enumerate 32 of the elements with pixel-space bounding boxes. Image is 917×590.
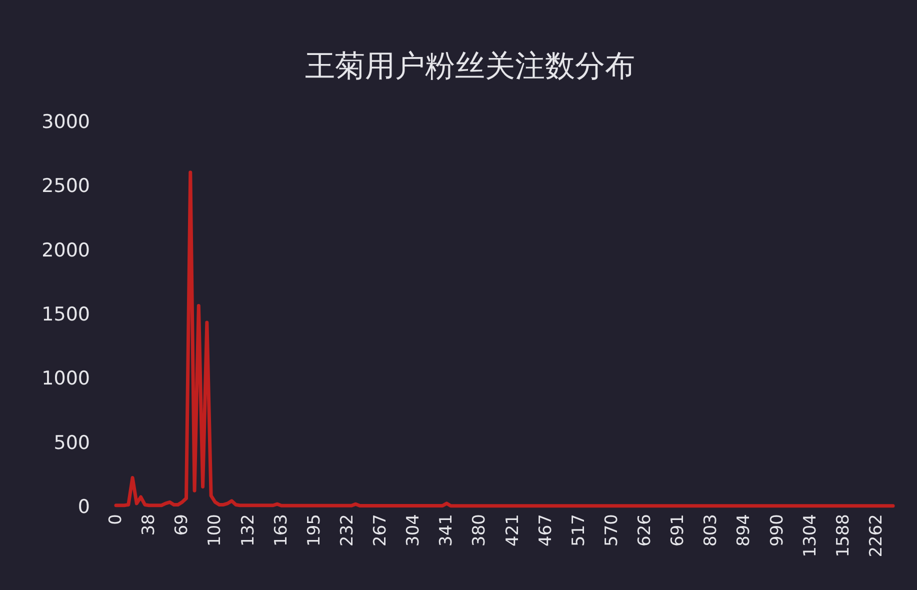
y-tick-label: 2000 xyxy=(42,239,90,262)
y-tick-label: 1500 xyxy=(42,304,90,326)
x-tick-label: 691 xyxy=(668,514,688,546)
x-tick-label: 69 xyxy=(172,514,192,536)
x-tick-label: 626 xyxy=(635,514,656,546)
x-tick-label: 38 xyxy=(139,514,160,536)
x-tick-label: 232 xyxy=(337,514,358,546)
x-tick-label: 803 xyxy=(701,514,722,546)
x-tick-label: 570 xyxy=(602,514,622,546)
x-tick-label: 467 xyxy=(536,514,556,546)
x-tick-label: 341 xyxy=(436,514,457,546)
y-tick-label: 1000 xyxy=(42,368,90,390)
x-tick-label: 380 xyxy=(470,514,490,546)
x-tick-label: 304 xyxy=(404,514,424,546)
x-tick-label: 132 xyxy=(238,514,258,546)
x-tick-label: 517 xyxy=(568,514,589,546)
y-tick-label: 500 xyxy=(54,432,90,454)
x-tick-label: 1588 xyxy=(833,514,854,558)
x-tick-label: 990 xyxy=(767,514,788,546)
y-tick-label: 3000 xyxy=(42,111,90,133)
x-tick-label: 267 xyxy=(370,514,391,546)
title: 王菊用户粉丝关注数分布 xyxy=(305,49,635,84)
x-tick-label: 894 xyxy=(734,514,754,546)
x-tick-label: 421 xyxy=(502,514,523,546)
x-tick-label: 195 xyxy=(304,514,324,546)
x-tick-label: 2262 xyxy=(866,514,886,558)
x-tick-label: 163 xyxy=(271,514,292,546)
x-tick-label: 0 xyxy=(106,514,126,525)
x-tick-label: 1304 xyxy=(800,514,820,558)
y-tick-label: 0 xyxy=(78,496,90,518)
x-tick-label: 100 xyxy=(205,514,226,546)
y-tick-label: 2500 xyxy=(42,175,90,198)
